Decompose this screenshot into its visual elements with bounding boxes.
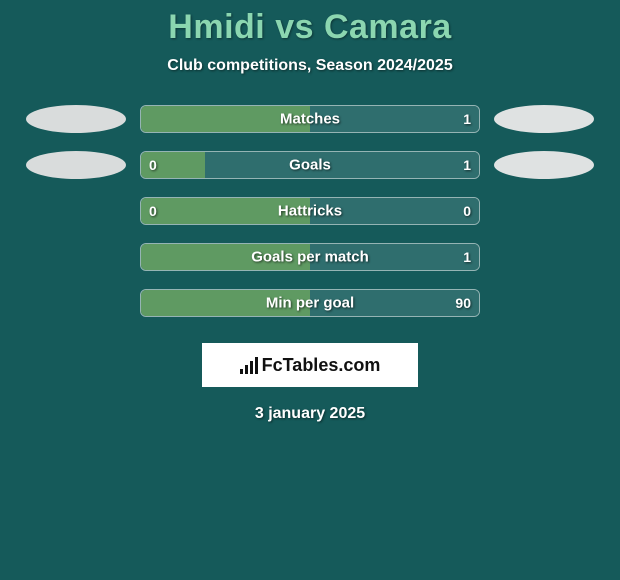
logo-box: FcTables.com xyxy=(202,343,418,387)
barchart-icon xyxy=(240,356,258,374)
stat-label: Hattricks xyxy=(278,203,342,220)
comparison-infographic: Hmidi vs Camara Club competitions, Seaso… xyxy=(0,0,620,580)
player-left-ellipse xyxy=(26,151,126,179)
player-right-ellipse xyxy=(494,105,594,133)
ellipse-spacer xyxy=(494,197,594,225)
stat-row: Min per goal 90 xyxy=(0,289,620,317)
player-left-ellipse xyxy=(26,105,126,133)
stat-bar: Matches 1 xyxy=(140,105,480,133)
subtitle: Club competitions, Season 2024/2025 xyxy=(0,57,620,75)
ellipse-spacer xyxy=(26,197,126,225)
stat-value-right: 1 xyxy=(463,111,471,127)
stat-rows: Matches 1 Goals 0 1 Hattricks 0 0 Goals per matc… xyxy=(0,105,620,317)
player-left-name: Hmidi xyxy=(168,8,265,46)
ellipse-spacer xyxy=(26,289,126,317)
stat-value-left: 0 xyxy=(149,157,157,173)
stat-value-left: 0 xyxy=(149,203,157,219)
stat-label: Goals xyxy=(289,157,331,174)
stat-value-right: 90 xyxy=(455,295,471,311)
player-right-name: Camara xyxy=(324,8,452,46)
stat-row: Goals per match 1 xyxy=(0,243,620,271)
player-right-ellipse xyxy=(494,151,594,179)
stat-value-right: 1 xyxy=(463,157,471,173)
ellipse-spacer xyxy=(494,243,594,271)
title-vs: vs xyxy=(275,8,314,46)
bar-segment-right xyxy=(205,152,479,178)
stat-label: Goals per match xyxy=(251,249,369,266)
stat-bar: Hattricks 0 0 xyxy=(140,197,480,225)
stat-row: Hattricks 0 0 xyxy=(0,197,620,225)
stat-label: Matches xyxy=(280,111,340,128)
stat-label: Min per goal xyxy=(266,295,354,312)
stat-bar: Goals per match 1 xyxy=(140,243,480,271)
page-title: Hmidi vs Camara xyxy=(0,8,620,47)
stat-bar: Min per goal 90 xyxy=(140,289,480,317)
stat-bar: Goals 0 1 xyxy=(140,151,480,179)
ellipse-spacer xyxy=(494,289,594,317)
logo-text: FcTables.com xyxy=(262,355,381,376)
ellipse-spacer xyxy=(26,243,126,271)
stat-row: Matches 1 xyxy=(0,105,620,133)
date-label: 3 january 2025 xyxy=(0,405,620,423)
stat-value-right: 0 xyxy=(463,203,471,219)
stat-row: Goals 0 1 xyxy=(0,151,620,179)
stat-value-right: 1 xyxy=(463,249,471,265)
